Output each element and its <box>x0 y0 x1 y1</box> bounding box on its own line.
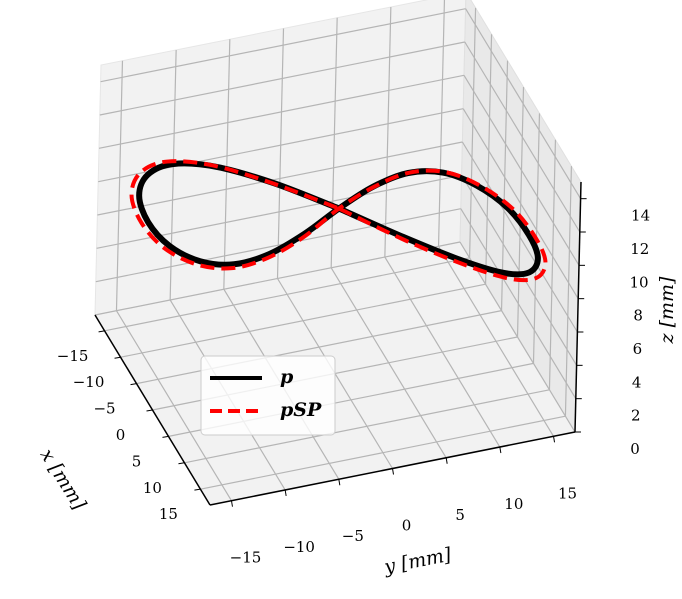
grid-line <box>115 310 232 502</box>
grid-line <box>462 108 579 299</box>
grid-line <box>461 175 578 366</box>
z-axis-line <box>574 181 582 433</box>
grid-line <box>516 86 525 338</box>
grid-line <box>95 208 461 283</box>
grid-line <box>548 139 557 390</box>
y-tick-label: −15 <box>230 549 262 567</box>
grid-line <box>384 256 501 448</box>
tick-mark <box>553 436 556 443</box>
y-tick-label: −5 <box>342 527 364 545</box>
z-axis-label: z [mm] <box>656 276 678 344</box>
y-tick-label: 5 <box>455 506 465 524</box>
grid-line <box>465 8 582 199</box>
grid-line <box>564 166 573 417</box>
tick-mark <box>114 356 121 359</box>
x-axis-label: x [mm] <box>36 445 91 514</box>
y-axis-line <box>209 431 576 506</box>
grid-line <box>98 74 465 149</box>
grid-line <box>438 245 555 437</box>
grid-line <box>99 41 465 116</box>
grid-line <box>115 60 124 311</box>
y-tick-label: 15 <box>558 484 577 502</box>
z-tick-label: 4 <box>632 373 642 391</box>
legend-box <box>200 355 336 436</box>
x-tick-label: −5 <box>93 400 115 418</box>
grid-line <box>484 34 493 285</box>
grid-line <box>100 8 466 83</box>
tick-mark <box>230 500 233 507</box>
grid-line <box>459 241 576 433</box>
z-tick-label: 14 <box>631 207 650 225</box>
tick-mark <box>445 457 448 464</box>
x-tick-label: −10 <box>73 373 105 391</box>
x-tick-label: 15 <box>159 505 178 523</box>
tick-mark <box>392 468 394 475</box>
tick-mark <box>499 446 502 454</box>
z-tick-label: 2 <box>631 407 641 425</box>
tick-mark <box>98 330 105 333</box>
x-axis-line <box>94 314 211 506</box>
tick-mark <box>194 488 201 491</box>
grid-line <box>276 28 285 279</box>
x-tick-label: −15 <box>57 347 89 365</box>
grid-line <box>94 241 461 316</box>
trajectory-line <box>129 159 548 283</box>
y-tick-label: 10 <box>504 495 523 513</box>
grid-line <box>463 75 580 266</box>
y-tick-label: 0 <box>402 517 412 535</box>
y-axis-label: y [mm] <box>382 544 454 579</box>
grid-line <box>464 41 581 233</box>
grid-line <box>468 7 477 258</box>
tick-mark <box>162 435 169 438</box>
grid-line <box>169 49 177 300</box>
grid-line <box>330 17 338 268</box>
y-tick-label: −10 <box>283 538 315 556</box>
x-tick-label: 10 <box>143 479 162 497</box>
tick-mark <box>338 479 341 486</box>
grid-line <box>97 141 463 216</box>
legend-label: pSP <box>280 399 322 421</box>
grid-line <box>461 141 578 333</box>
z-tick-label: 12 <box>630 240 649 258</box>
grid-line <box>500 60 509 311</box>
legend-label: p <box>280 366 294 388</box>
grid-line <box>223 39 231 290</box>
grid-line <box>330 267 447 459</box>
legend: p pSP <box>200 355 336 436</box>
z-tick-label: 0 <box>630 440 640 458</box>
z-tick-label: 8 <box>633 307 643 325</box>
tick-mark <box>146 409 153 412</box>
z-tick-label: 10 <box>629 273 648 291</box>
tick-mark <box>130 383 137 386</box>
x-tick-label: 5 <box>132 452 142 470</box>
tick-mark <box>284 489 287 497</box>
z-tick-label: 6 <box>633 340 643 358</box>
tick-mark <box>178 462 185 465</box>
grid-line <box>384 7 392 258</box>
x-tick-label: 0 <box>116 426 126 444</box>
grid-line <box>460 208 577 399</box>
grid-line <box>437 0 446 247</box>
